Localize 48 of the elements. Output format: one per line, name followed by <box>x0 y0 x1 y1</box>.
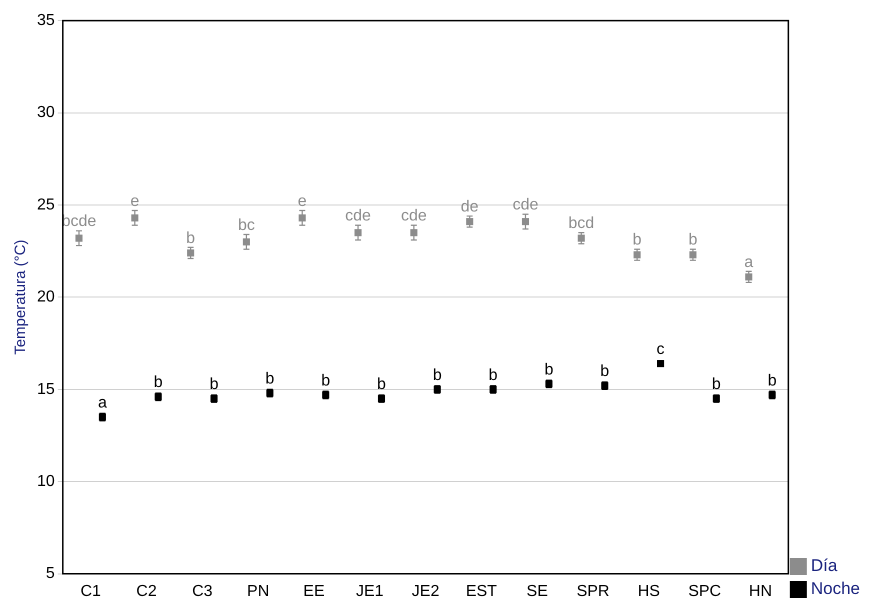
data-label: c <box>656 340 665 358</box>
y-tick-label: 30 <box>37 104 55 122</box>
x-tick-label: SPC <box>688 582 722 600</box>
data-label: b <box>210 376 219 394</box>
data-label: e <box>130 192 140 210</box>
x-tick-label: EST <box>466 582 498 600</box>
y-tick-label: 25 <box>37 196 55 214</box>
data-label: b <box>600 363 610 380</box>
x-tick-label: C2 <box>136 582 157 600</box>
x-tick-label: JE1 <box>356 582 384 600</box>
x-tick-label: C3 <box>192 582 213 600</box>
data-label: e <box>298 192 307 210</box>
legend-label: Noche <box>810 579 860 598</box>
data-label: b <box>712 376 721 394</box>
data-label: b <box>377 376 386 394</box>
x-tick-label: PN <box>247 582 270 600</box>
data-label: a <box>744 254 754 271</box>
legend-label: Día <box>810 556 838 576</box>
x-tick-label: EE <box>303 582 325 600</box>
data-label: b <box>321 372 330 390</box>
data-label: cde <box>512 196 538 214</box>
data-label: b <box>154 374 163 392</box>
data-label: de <box>460 198 479 216</box>
y-axis-title: Temperatura (°C) <box>12 240 30 355</box>
y-tick-label: 10 <box>37 473 55 490</box>
data-label: b <box>688 232 698 249</box>
data-label: b <box>432 366 442 384</box>
x-tick-label: SPR <box>576 582 610 600</box>
data-label: cde <box>400 208 427 225</box>
y-tick-label: 35 <box>37 12 55 30</box>
data-label: cde <box>345 208 372 225</box>
data-label: b <box>632 232 642 249</box>
x-tick-label: HN <box>748 582 772 600</box>
x-tick-label: HS <box>638 582 660 600</box>
data-label: a <box>98 394 107 412</box>
y-tick-label: 15 <box>37 380 55 398</box>
data-label: bc <box>238 216 255 234</box>
y-tick-label: 5 <box>46 565 55 582</box>
y-tick-label: 20 <box>37 288 55 306</box>
data-label: b <box>768 372 777 390</box>
x-tick-label: SE <box>526 582 548 600</box>
data-label: b <box>544 361 554 378</box>
data-label: bcd <box>568 215 594 232</box>
data-label: b <box>265 370 274 388</box>
x-tick-label: C1 <box>80 582 102 600</box>
data-label: b <box>488 366 498 384</box>
data-label: b <box>186 230 196 247</box>
x-tick-label: JE2 <box>412 582 440 600</box>
